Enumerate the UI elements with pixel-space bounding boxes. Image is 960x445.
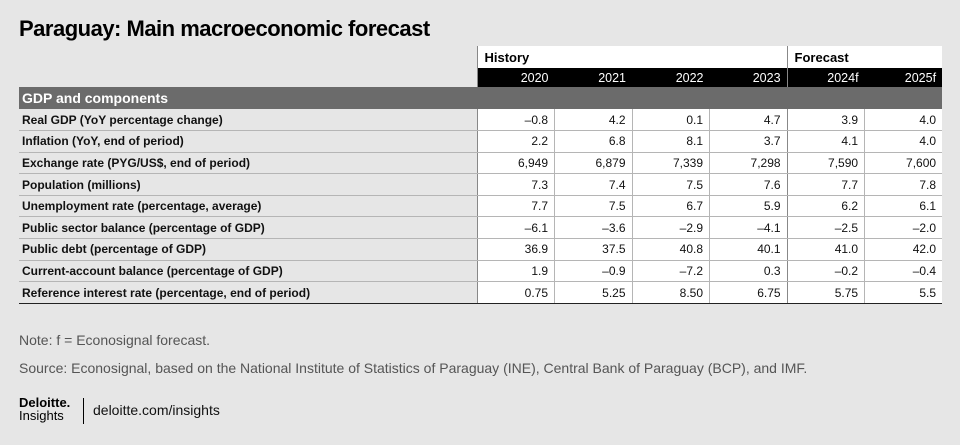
logo-line-1: Deloitte.: [19, 395, 71, 410]
table-cell: 7,600: [864, 152, 943, 175]
row-label: Inflation (YoY, end of period): [19, 130, 477, 153]
table-cell: 6.8: [554, 130, 632, 153]
table-cell: 4.7: [709, 109, 788, 132]
table-cell: 6,949: [476, 152, 555, 175]
deloitte-insights-logo: Deloitte. Insights: [19, 396, 70, 422]
row-label: Public debt (percentage of GDP): [19, 238, 477, 261]
table-cell: –2.9: [631, 216, 710, 240]
table-cell: 4.2: [554, 109, 632, 132]
table-row: Unemployment rate (percentage, average) 7…: [19, 195, 943, 218]
table-cell: 5.9: [709, 195, 788, 218]
table-cell: 1.9: [476, 260, 555, 283]
table-cell: –0.2: [786, 260, 865, 283]
table-row: Inflation (YoY, end of period) 2.2 6.8 8.1 3…: [19, 130, 943, 153]
table-cell: 7.5: [631, 173, 710, 196]
table-row: Real GDP (YoY percentage change) –0.8 4.2 0…: [19, 109, 943, 132]
table-cell: –0.9: [554, 260, 632, 283]
table-cell: 7.7: [786, 173, 865, 196]
table-cell: –4.1: [709, 216, 788, 240]
row-label: Exchange rate (PYG/US$, end of period): [19, 152, 477, 175]
table-cell: 7.3: [476, 173, 555, 196]
table-cell: 3.7: [709, 130, 788, 153]
logo-divider: [83, 398, 84, 424]
year-header: 2020: [476, 68, 555, 87]
table-cell: 0.75: [476, 281, 555, 304]
logo-line-2: Insights: [19, 408, 64, 423]
section-header: GDP and components: [19, 87, 943, 109]
note: Note: f = Econosignal forecast.: [19, 332, 211, 348]
table-cell: 7,339: [631, 152, 710, 175]
table-cell: 40.8: [631, 238, 710, 261]
table-cell: 41.0: [786, 238, 865, 261]
table-cell: 5.5: [864, 281, 943, 304]
row-label: Population (millions): [19, 173, 477, 196]
year-header: 2025f: [864, 68, 943, 87]
year-header: 2021: [554, 68, 632, 87]
table-cell: 6.2: [786, 195, 865, 218]
table-cell: 3.9: [786, 109, 865, 132]
table-cell: –7.2: [631, 260, 710, 283]
row-label: Public sector balance (percentage of GDP…: [19, 216, 477, 240]
table-cell: 36.9: [476, 238, 555, 261]
table-cell: 7.4: [554, 173, 632, 196]
table-cell: 6.1: [864, 195, 943, 218]
table-cell: 6.75: [709, 281, 788, 304]
row-label: Unemployment rate (percentage, average): [19, 195, 477, 218]
table-cell: 6.7: [631, 195, 710, 218]
row-label: Current-account balance (percentage of G…: [19, 260, 477, 283]
table-row: Public debt (percentage of GDP) 36.9 37.5 4…: [19, 238, 943, 261]
table-row: Population (millions) 7.3 7.4 7.5 7.6 7.7 7.8: [19, 173, 943, 196]
table-cell: 7,298: [709, 152, 788, 175]
table-cell: 7,590: [786, 152, 865, 175]
table-cell: 4.0: [864, 130, 943, 153]
table-cell: 0.1: [631, 109, 710, 132]
table-cell: 40.1: [709, 238, 788, 261]
source-note: Source: Econosignal, based on the Nation…: [19, 360, 808, 376]
table-cell: 4.0: [864, 109, 943, 132]
year-header: 2024f: [786, 68, 865, 87]
table-cell: 5.75: [786, 281, 865, 304]
table-cell: –6.1: [476, 216, 555, 240]
row-label: Real GDP (YoY percentage change): [19, 109, 477, 132]
table-cell: 0.3: [709, 260, 788, 283]
table-cell: –3.6: [554, 216, 632, 240]
table-cell: 7.7: [476, 195, 555, 218]
table-cell: –2.5: [786, 216, 865, 240]
table-row: Exchange rate (PYG/US$, end of period) 6,…: [19, 152, 943, 175]
row-label: Reference interest rate (percentage, end…: [19, 281, 477, 304]
table-cell: 6,879: [554, 152, 632, 175]
site-link[interactable]: deloitte.com/insights: [93, 402, 220, 418]
table-cell: 37.5: [554, 238, 632, 261]
table-row: Reference interest rate (percentage, end…: [19, 281, 943, 304]
table-cell: 7.5: [554, 195, 632, 218]
history-header: History: [476, 46, 788, 68]
table-cell: 4.1: [786, 130, 865, 153]
table-row: Public sector balance (percentage of GDP…: [19, 216, 943, 240]
table-cell: 7.6: [709, 173, 788, 196]
table-cell: –0.8: [476, 109, 555, 132]
table-cell: 42.0: [864, 238, 943, 261]
table-cell: 2.2: [476, 130, 555, 153]
table-cell: –0.4: [864, 260, 943, 283]
table-cell: –2.0: [864, 216, 943, 240]
table-cell: 8.1: [631, 130, 710, 153]
forecast-table: History Forecast 2020 2021 2022 2023 202…: [19, 46, 943, 304]
year-header: 2023: [709, 68, 788, 87]
table-row: Current-account balance (percentage of G…: [19, 260, 943, 283]
forecast-header: Forecast: [786, 46, 943, 68]
page-title: Paraguay: Main macroeconomic forecast: [19, 16, 430, 41]
table-cell: 5.25: [554, 281, 632, 304]
table-cell: 7.8: [864, 173, 943, 196]
table-cell: 8.50: [631, 281, 710, 304]
year-header: 2022: [632, 68, 710, 87]
